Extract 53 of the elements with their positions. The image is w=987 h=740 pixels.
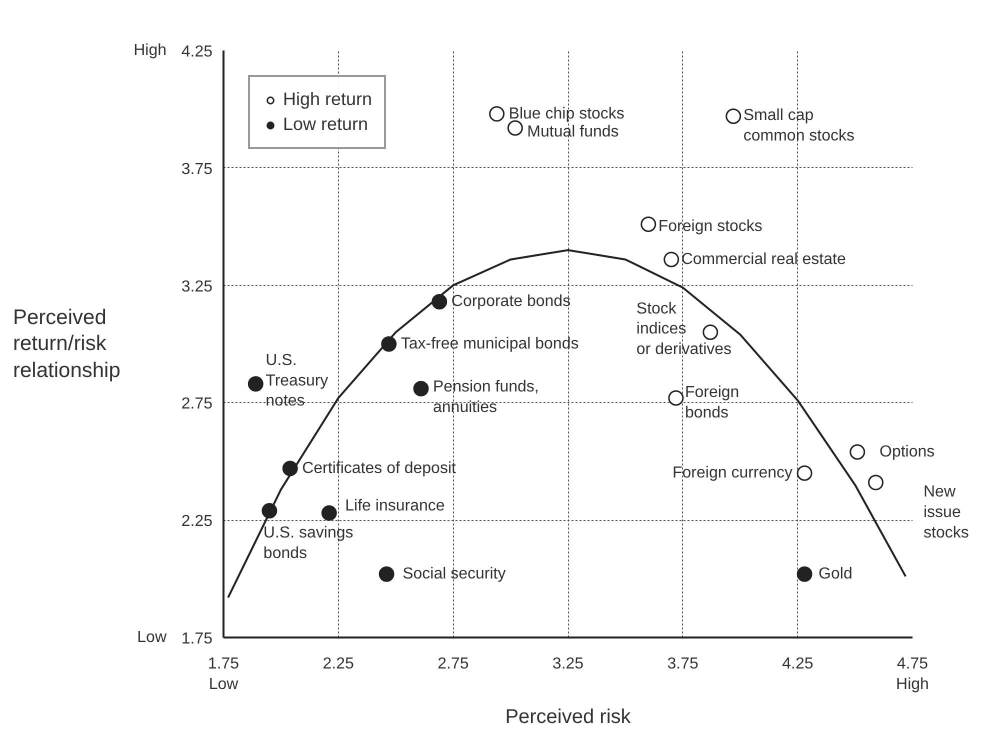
point bbox=[702, 324, 718, 340]
point bbox=[413, 380, 429, 396]
annotation: Foreign stocks bbox=[658, 218, 762, 235]
annotation: Small cap common stocks bbox=[743, 107, 854, 145]
annotation: Stock indices or derivatives bbox=[636, 300, 732, 358]
y-axis-title: Perceived return/risk relationship bbox=[13, 305, 120, 384]
point bbox=[248, 376, 264, 392]
point bbox=[796, 465, 812, 481]
annotation: Options bbox=[880, 444, 935, 461]
x-tick-label: 2.75 bbox=[438, 656, 469, 672]
x-tick-label: 1.75 Low bbox=[208, 656, 240, 693]
x-tick-label: 3.75 bbox=[667, 656, 699, 672]
point bbox=[664, 252, 680, 268]
annotation: Mutual funds bbox=[527, 123, 619, 140]
annotation: U.S. Treasury notes bbox=[266, 352, 328, 410]
annotation: Life insurance bbox=[345, 498, 445, 515]
x-tick-label: 4.75 High bbox=[896, 656, 929, 693]
point bbox=[378, 566, 394, 582]
x-tick-label: 2.25 bbox=[322, 656, 354, 672]
annotation: Corporate bonds bbox=[451, 293, 571, 310]
annotation: Blue chip stocks bbox=[508, 105, 624, 122]
point bbox=[507, 120, 523, 136]
point bbox=[796, 566, 812, 582]
annotation: Certificates of deposit bbox=[302, 460, 457, 477]
annotation: Tax-free municipal bonds bbox=[400, 336, 579, 352]
annotation: New issue stocks bbox=[924, 483, 969, 542]
y-tick-label: 4.25 bbox=[181, 44, 213, 60]
point bbox=[321, 505, 337, 521]
point bbox=[868, 474, 884, 490]
point bbox=[668, 390, 684, 406]
y-tick-label: 2.75 bbox=[181, 396, 213, 413]
x-axis-title: Perceived risk bbox=[505, 706, 632, 728]
annotation: Social security bbox=[402, 566, 506, 583]
y-tick-label: 2.25 bbox=[181, 513, 213, 530]
y-tick-label: 3.25 bbox=[181, 278, 213, 296]
point bbox=[489, 106, 505, 122]
annotation: Commercial real estate bbox=[681, 250, 846, 268]
x-tick-label: 3.25 bbox=[552, 656, 584, 672]
annotation: Pension funds, annuities bbox=[433, 378, 539, 416]
point bbox=[850, 444, 866, 460]
legend-label: Low return bbox=[283, 114, 368, 135]
annotation: U.S. savings bonds bbox=[263, 524, 354, 562]
annotation: Gold bbox=[818, 566, 852, 583]
x-tick-label: 4.25 bbox=[782, 656, 814, 672]
annotation: Foreign bonds bbox=[684, 384, 740, 422]
point bbox=[640, 216, 656, 232]
y-tick-label: 1.75 bbox=[181, 630, 213, 648]
y-tick-label: 3.75 bbox=[181, 160, 213, 178]
legend-label: High return bbox=[283, 89, 372, 110]
point bbox=[726, 108, 742, 124]
annotation: Foreign currency bbox=[672, 464, 793, 482]
text: High bbox=[134, 42, 166, 59]
text: Low bbox=[137, 629, 167, 646]
